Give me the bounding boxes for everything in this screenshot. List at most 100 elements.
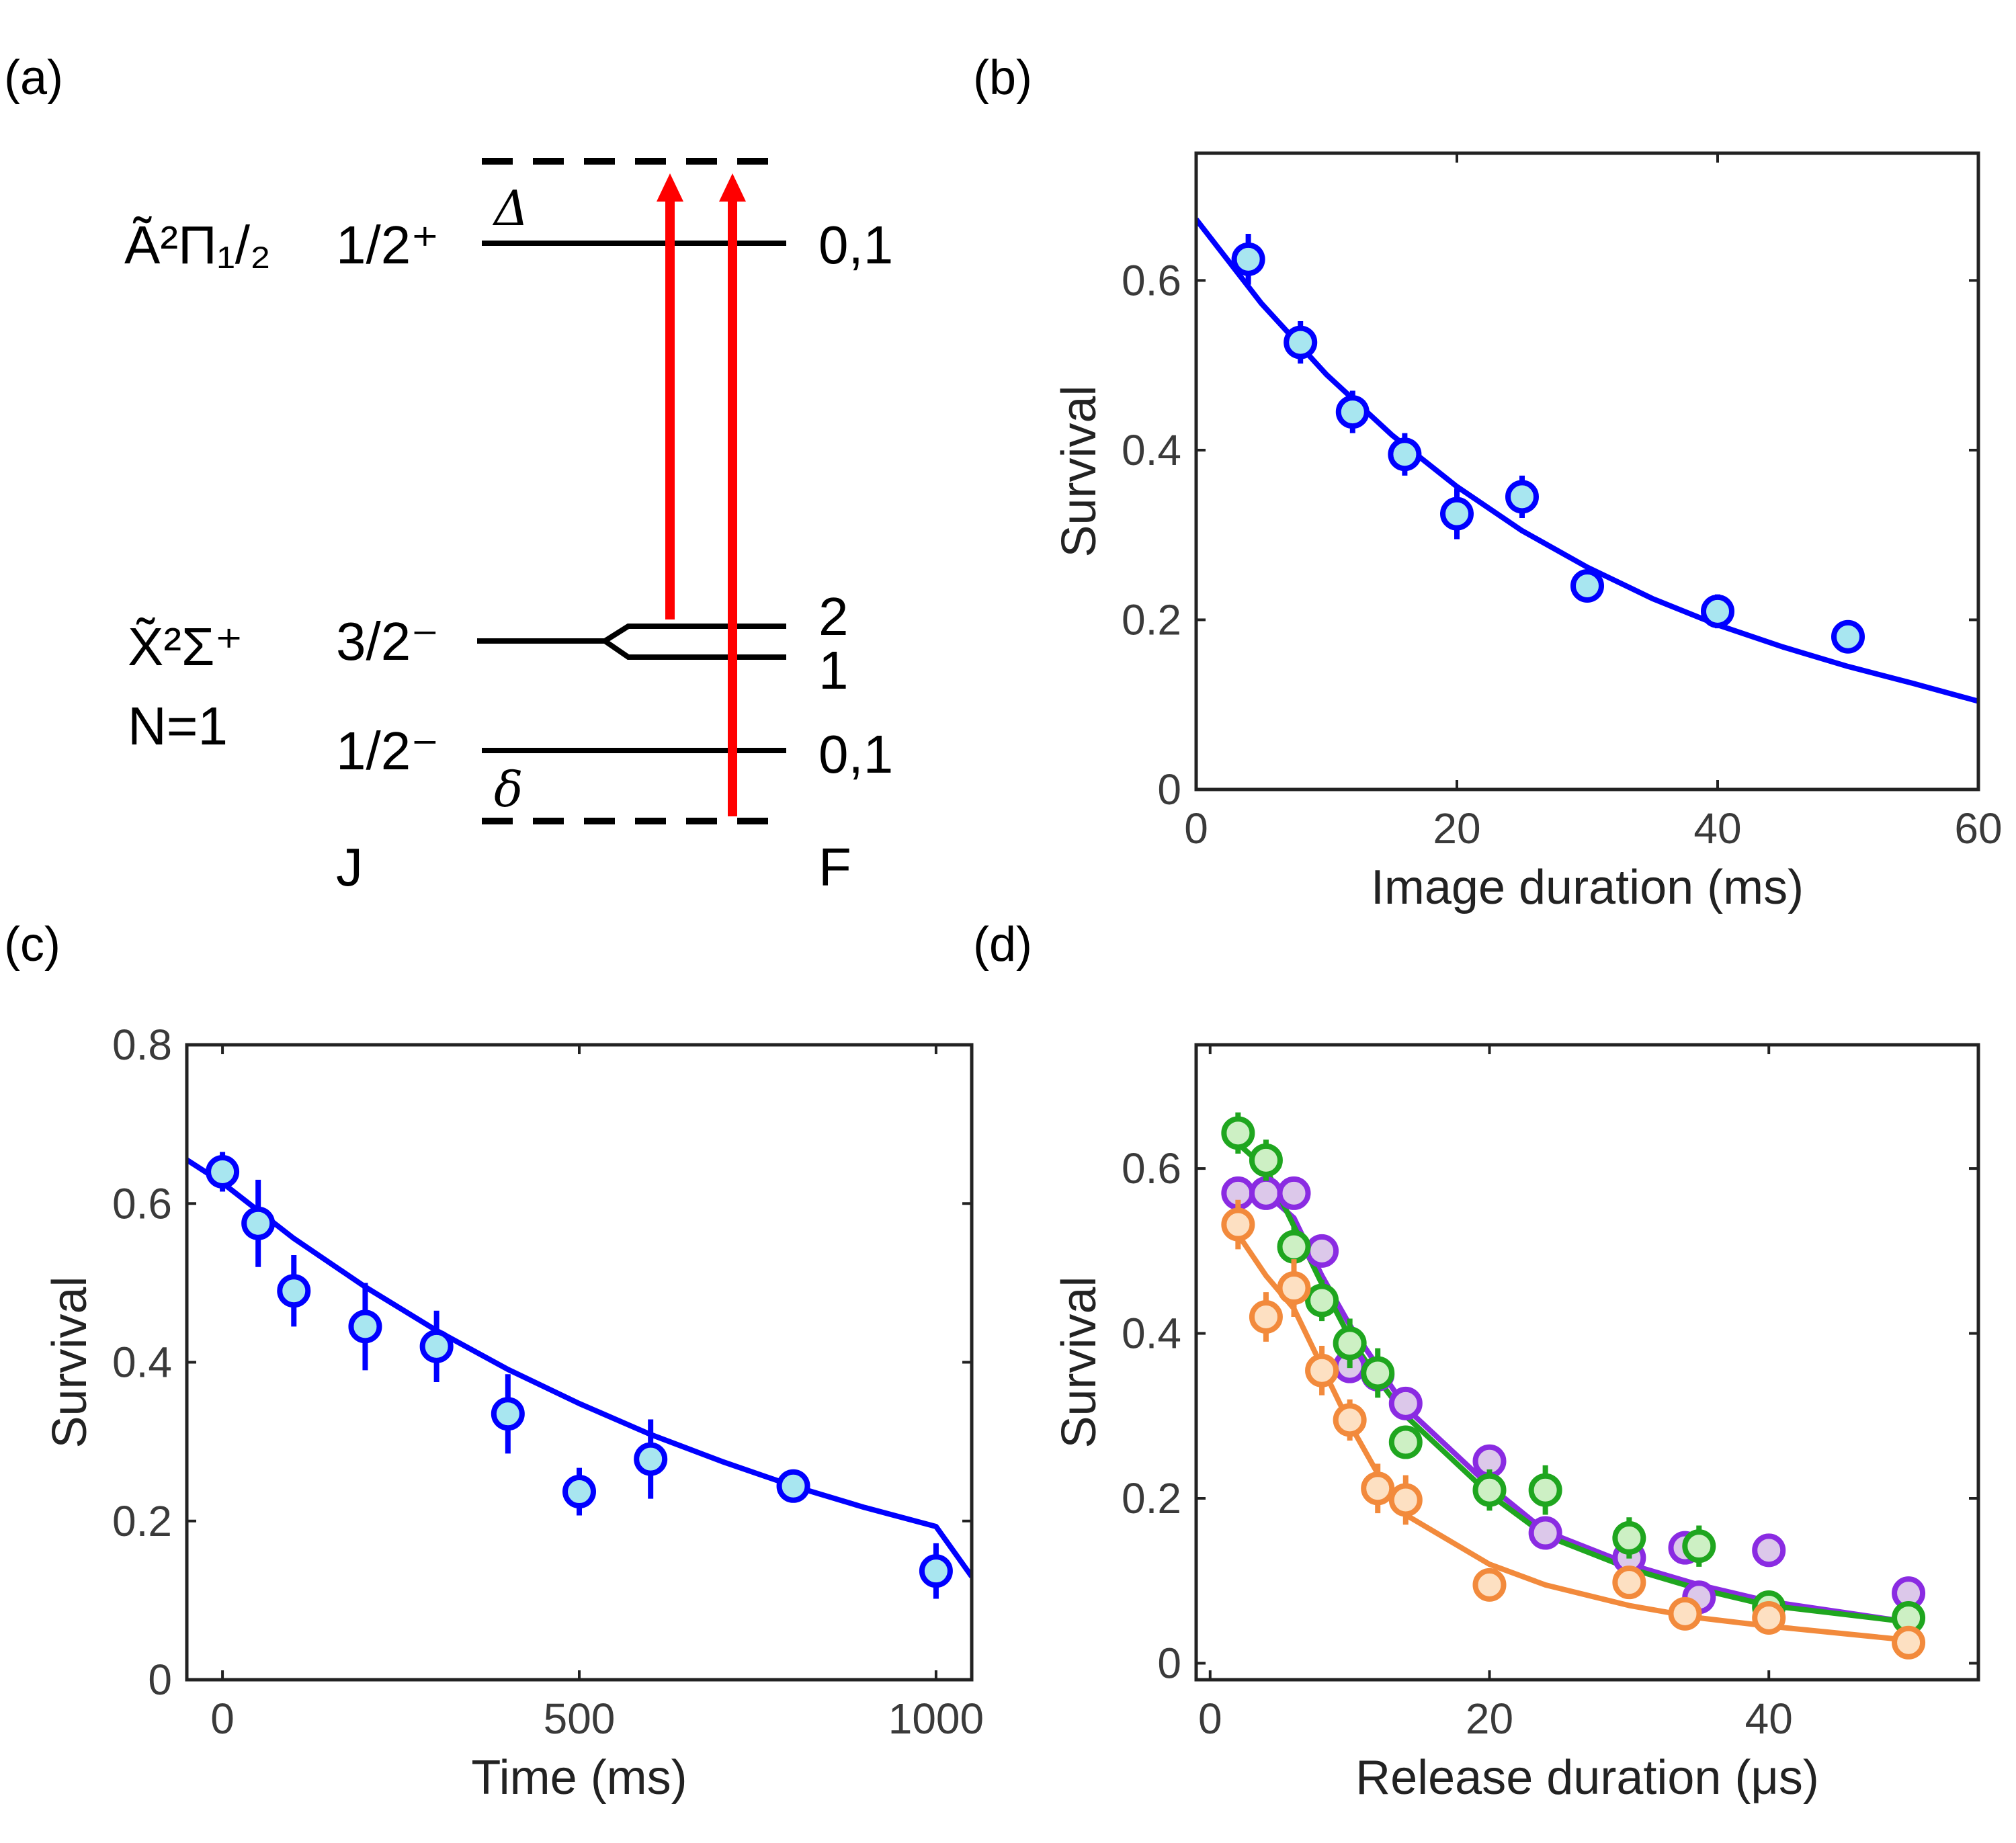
plot-frame bbox=[185, 1043, 974, 1682]
data-point bbox=[1231, 242, 1265, 276]
plot-area bbox=[1221, 1112, 1926, 1660]
data-point bbox=[1440, 497, 1474, 531]
laser-arrowhead-2 bbox=[719, 173, 746, 202]
data-point bbox=[1305, 1353, 1339, 1387]
fit-curve bbox=[1196, 218, 1978, 704]
detuning-upper-label: Δ bbox=[492, 180, 529, 237]
panel-b-label: (b) bbox=[973, 51, 1032, 105]
data-point bbox=[1528, 1473, 1562, 1507]
data-point bbox=[1277, 1230, 1311, 1264]
data-point bbox=[1892, 1625, 1926, 1660]
data-point bbox=[1388, 437, 1422, 472]
x-tick-label: 0 bbox=[210, 1695, 235, 1743]
chart-d: 0 20 40 0 0.2 0.4 0.6 Release duration (μs) Surv… bbox=[1052, 1043, 1980, 1805]
data-point bbox=[206, 1155, 240, 1189]
x-tick-label: 60 bbox=[1954, 804, 2002, 853]
level-diagram: Ã²Π₁/₂ 1/2⁺ 0,1 Δ X̃²Σ⁺ N=1 3/2⁻ 2 1 1/2… bbox=[124, 158, 893, 897]
ground-level-j32 bbox=[477, 624, 786, 644]
y-axis-label: Survival bbox=[43, 1276, 97, 1448]
data-point bbox=[1221, 1116, 1255, 1150]
data-point bbox=[776, 1469, 810, 1503]
ground-n-label: N=1 bbox=[128, 696, 228, 756]
y-axis-label: Survival bbox=[1052, 385, 1106, 557]
fit-curve bbox=[1236, 1142, 1909, 1625]
data-point bbox=[1333, 1403, 1367, 1437]
column-j-label: J bbox=[336, 837, 363, 897]
data-point bbox=[1361, 1356, 1395, 1390]
ground-f1-label: 1 bbox=[818, 640, 849, 700]
data-point bbox=[1335, 395, 1370, 429]
data-point bbox=[1221, 1207, 1255, 1242]
panel-a-label: (a) bbox=[4, 51, 63, 105]
data-point bbox=[1249, 1300, 1283, 1334]
data-point bbox=[491, 1397, 525, 1431]
y-axis-label: Survival bbox=[1052, 1276, 1106, 1448]
panel-c-label: (c) bbox=[4, 918, 60, 972]
y-tick-label: 0.8 bbox=[112, 1021, 172, 1069]
data-point bbox=[1333, 1326, 1367, 1361]
plot-area bbox=[1196, 218, 1978, 704]
x-axis-label: Image duration (ms) bbox=[1371, 861, 1804, 914]
data-point bbox=[1570, 568, 1604, 603]
ground-state-label: X̃²Σ⁺ bbox=[128, 617, 243, 677]
data-point bbox=[1505, 480, 1539, 514]
data-point bbox=[1831, 619, 1865, 654]
plot-frame bbox=[1194, 151, 1980, 791]
data-point bbox=[1612, 1520, 1646, 1555]
y-tick-label: 0.6 bbox=[112, 1179, 172, 1228]
excited-f-label: 0,1 bbox=[818, 215, 893, 275]
ground-j12-label: 1/2⁻ bbox=[336, 721, 439, 781]
data-point bbox=[1682, 1529, 1716, 1563]
x-axis-label: Release duration (μs) bbox=[1355, 1751, 1819, 1805]
x-tick-label: 20 bbox=[1433, 804, 1480, 853]
data-point bbox=[1752, 1600, 1786, 1635]
fit-curve bbox=[187, 1157, 972, 1578]
chart-c: 0 500 1000 0 0.2 0.4 0.6 0.8 Time (ms) Survival bbox=[43, 1021, 984, 1805]
data-point bbox=[1388, 1425, 1423, 1459]
ground-f2-label: 2 bbox=[818, 587, 849, 646]
panel-d-label: (d) bbox=[973, 918, 1032, 972]
data-point bbox=[1305, 1234, 1339, 1268]
y-tick-label: 0 bbox=[148, 1656, 172, 1704]
y-tick-label: 0 bbox=[1157, 1639, 1181, 1687]
plot-area bbox=[187, 1152, 972, 1599]
data-point bbox=[1472, 1568, 1507, 1602]
x-tick-label: 500 bbox=[544, 1695, 616, 1743]
data-point bbox=[1752, 1533, 1786, 1568]
x-tick-label: 1000 bbox=[888, 1695, 984, 1743]
data-point bbox=[1284, 325, 1318, 359]
data-point bbox=[277, 1274, 311, 1308]
y-tick-label: 0 bbox=[1157, 765, 1181, 814]
y-tick-label: 0.2 bbox=[1122, 595, 1181, 644]
data-point bbox=[1388, 1483, 1423, 1517]
data-point bbox=[562, 1475, 596, 1509]
data-point bbox=[919, 1554, 953, 1588]
y-tick-label: 0.2 bbox=[112, 1497, 172, 1545]
y-tick-label: 0.4 bbox=[1122, 426, 1181, 474]
data-point bbox=[1612, 1566, 1646, 1600]
ground-f-lower-label: 0,1 bbox=[818, 724, 893, 784]
excited-j-label: 1/2⁺ bbox=[336, 215, 439, 275]
data-point bbox=[1701, 594, 1734, 628]
y-tick-label: 0.4 bbox=[1122, 1310, 1181, 1358]
data-point bbox=[1668, 1596, 1702, 1631]
excited-state-label: Ã²Π₁/₂ bbox=[124, 215, 271, 275]
x-tick-label: 0 bbox=[1198, 1695, 1222, 1743]
data-point bbox=[1277, 1271, 1311, 1305]
chart-b: 0 20 40 60 0 0.2 0.4 0.6 Image duration (ms) Surv… bbox=[1052, 151, 2003, 914]
x-tick-label: 20 bbox=[1466, 1695, 1513, 1743]
data-point bbox=[1277, 1176, 1311, 1210]
data-point bbox=[1249, 1143, 1283, 1177]
detuning-lower-label: δ bbox=[494, 761, 523, 818]
laser-arrowhead-1 bbox=[657, 173, 683, 202]
data-point bbox=[1388, 1386, 1423, 1420]
plot-frame bbox=[1194, 1043, 1980, 1682]
data-point bbox=[1361, 1471, 1395, 1506]
y-tick-label: 0.4 bbox=[112, 1338, 172, 1387]
y-tick-label: 0.6 bbox=[1122, 256, 1181, 304]
data-point bbox=[419, 1329, 454, 1363]
ground-level-j32-f1 bbox=[603, 638, 786, 660]
data-point bbox=[1528, 1516, 1562, 1550]
data-point bbox=[634, 1442, 668, 1476]
